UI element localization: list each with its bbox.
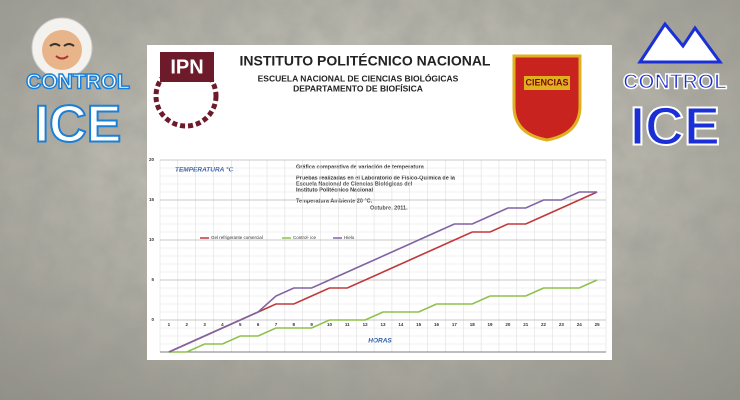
logo-text: CONTROL — [623, 71, 727, 94]
x-tick-label: 4 — [221, 322, 224, 327]
logo-text: CONTROL — [26, 71, 130, 94]
right-logo: CONTROL ICE — [622, 21, 728, 157]
logo-text: ICE — [630, 96, 720, 156]
emblem-text: CIENCIAS — [525, 77, 568, 87]
chart-note: Instituto Politécnico Nacional — [296, 187, 373, 193]
x-tick-label: 2 — [186, 322, 189, 327]
x-tick-label: 7 — [275, 322, 278, 327]
chart-note: Pruebas realizadas en el Laboratorio de … — [296, 175, 456, 181]
y-tick-label: 15 — [149, 197, 155, 202]
x-tick-label: 14 — [398, 322, 404, 327]
x-tick-label: 22 — [541, 322, 547, 327]
y-tick-label: 5 — [151, 277, 154, 282]
y-tick-label: 10 — [149, 237, 155, 242]
header-title: INSTITUTO POLITÉCNICO NACIONAL — [240, 53, 491, 69]
x-tick-label: 21 — [523, 322, 529, 327]
series-line — [168, 279, 598, 353]
chart-note: Escuela Nacional de Ciencias Biológicas … — [296, 181, 413, 187]
x-tick-label: 11 — [345, 322, 350, 327]
header-subtitle: DEPARTAMENTO DE BIOFÍSICA — [293, 83, 423, 93]
encb-emblem: CIENCIAS — [512, 54, 582, 142]
x-tick-label: 13 — [380, 322, 386, 327]
x-tick-label: 16 — [434, 322, 440, 327]
legend-label: Hielo — [344, 235, 355, 240]
legend-label: Control- ice — [293, 235, 317, 240]
y-tick-label: 0 — [151, 317, 154, 322]
emblem-text: IPN — [170, 56, 203, 78]
x-axis-label: HORAS — [368, 338, 392, 345]
x-tick-label: 3 — [203, 322, 206, 327]
y-tick-label: 20 — [149, 157, 155, 162]
left-logo: CONTROL ICE — [25, 17, 131, 155]
x-tick-label: 24 — [577, 322, 583, 327]
logo-text: ICE — [35, 96, 122, 154]
x-tick-label: 15 — [416, 322, 422, 327]
x-tick-label: 12 — [363, 322, 369, 327]
ipn-emblem: IPN — [153, 52, 219, 129]
chart-title: Gráfica comparativa de variación de temp… — [296, 164, 425, 170]
x-tick-label: 5 — [239, 322, 242, 327]
x-tick-label: 17 — [452, 322, 458, 327]
x-tick-label: 6 — [257, 322, 260, 327]
series-line — [168, 191, 598, 353]
x-tick-label: 10 — [327, 322, 333, 327]
x-tick-label: 9 — [310, 322, 313, 327]
legend-label: Gel refrigerante comercial — [211, 235, 263, 240]
x-tick-label: 25 — [595, 322, 601, 327]
y-axis-label: TEMPERATURA °C — [175, 166, 234, 174]
x-tick-label: 18 — [470, 322, 476, 327]
chart-date: Octubre, 2011. — [370, 205, 408, 211]
chart-note: Temperatura Ambiente 20 °C. — [296, 198, 373, 204]
x-tick-label: 23 — [559, 322, 565, 327]
x-tick-label: 8 — [293, 322, 296, 327]
x-tick-label: 1 — [168, 322, 171, 327]
x-tick-label: 19 — [488, 322, 494, 327]
x-tick-label: 20 — [505, 322, 511, 327]
header-subtitle: ESCUELA NACIONAL DE CIENCIAS BIOLÓGICAS — [258, 72, 459, 83]
